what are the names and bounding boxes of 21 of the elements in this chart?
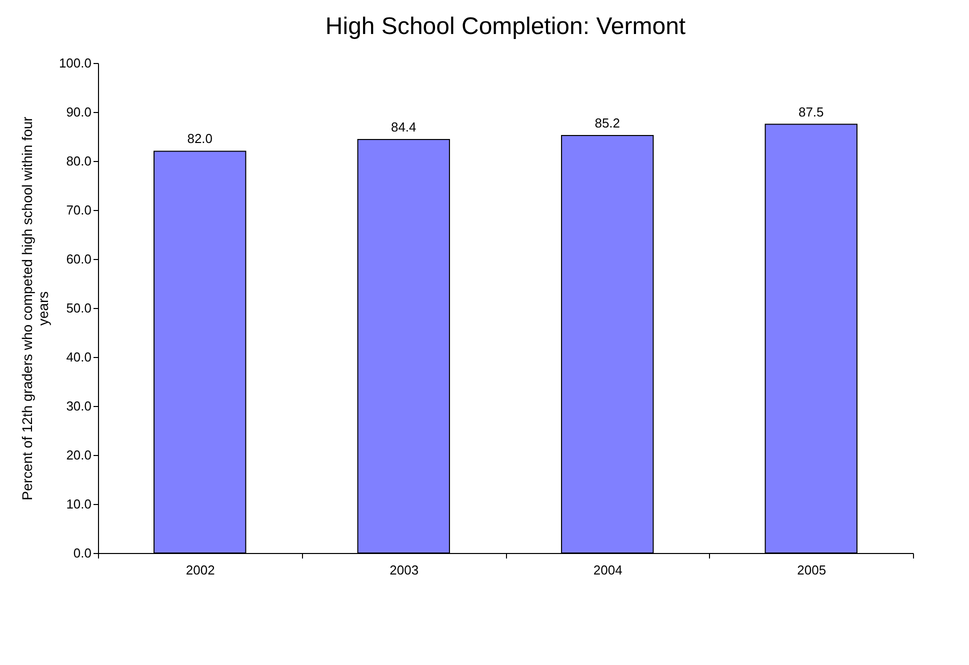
y-tick-label: 30.0: [66, 398, 92, 414]
chart-title: High School Completion: Vermont: [325, 13, 686, 40]
x-tick-label: 2005: [797, 562, 826, 578]
data-label: 85.2: [594, 116, 620, 131]
y-tick-label: 80.0: [66, 154, 92, 168]
y-tick-label: 70.0: [66, 202, 92, 218]
x-tick-label: 2003: [390, 562, 419, 578]
data-label: 82.0: [187, 131, 213, 146]
data-label: 87.5: [798, 104, 824, 120]
y-tick-label: 20.0: [66, 448, 92, 462]
y-tick-label: 50.0: [66, 300, 92, 316]
y-tick-label: 90.0: [66, 104, 92, 120]
y-tick-label: 40.0: [66, 350, 92, 364]
y-tick-label: 100.0: [58, 56, 92, 70]
y-tick-label: 10.0: [66, 496, 92, 512]
x-tick-label: 2004: [593, 562, 622, 578]
x-tick-label: 2002: [186, 562, 215, 578]
y-tick-label: 60.0: [66, 252, 92, 266]
data-label: 84.4: [390, 119, 416, 134]
y-axis-title: Percent of 12th graders who competed high school within four years: [18, 116, 51, 500]
y-tick-label: 0.0: [73, 546, 92, 560]
